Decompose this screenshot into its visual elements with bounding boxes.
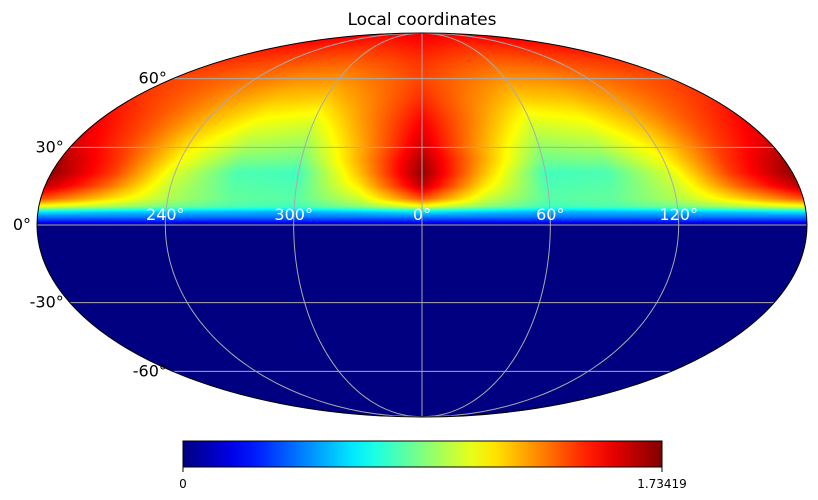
colorbar-min-label: 0 — [179, 477, 187, 491]
lat-tick-label: 0° — [13, 215, 31, 234]
colorbar-gradient — [183, 441, 662, 467]
lat-tick-label: -60° — [133, 361, 167, 380]
meridian-line — [293, 33, 423, 417]
colorbar: 0 1.73419 — [179, 440, 687, 491]
lat-tick-label: 60° — [139, 69, 167, 88]
map-outline — [36, 32, 808, 418]
lat-tick-label: 30° — [35, 137, 63, 156]
sky-map — [36, 32, 808, 418]
lon-tick-label: 300° — [274, 205, 313, 224]
lat-tick-label: -30° — [30, 293, 64, 312]
lon-tick-label: 240° — [146, 205, 185, 224]
graticule — [37, 33, 807, 417]
meridian-line — [421, 33, 551, 417]
lon-tick-label: 0° — [413, 205, 431, 224]
colorbar-frame — [182, 440, 663, 468]
meridian-line — [164, 33, 423, 417]
chart-title: Local coordinates — [348, 10, 497, 30]
longitude-tick-labels: 120° 60° 0° 300° 240° — [146, 205, 698, 224]
lon-tick-label: 120° — [659, 205, 698, 224]
meridian-line — [421, 33, 680, 417]
colorbar-max-label: 1.73419 — [637, 477, 687, 491]
latitude-tick-labels: 60° 30° 0° -30° -60° — [13, 69, 167, 381]
lon-tick-label: 60° — [536, 205, 564, 224]
